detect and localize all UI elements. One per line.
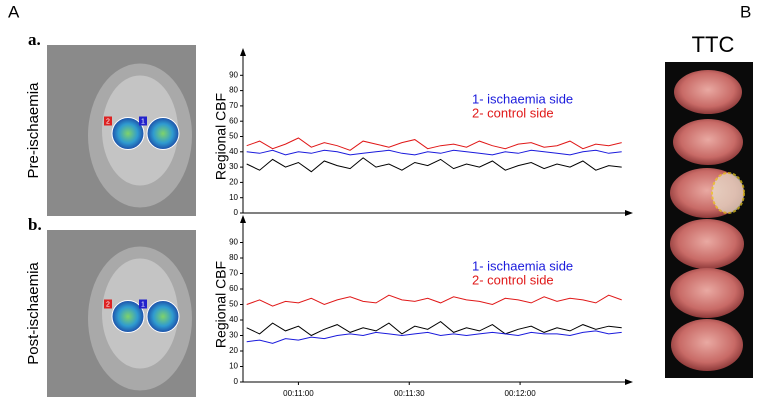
y-tick-label: 10 (229, 362, 238, 371)
y-tick-label: 60 (229, 116, 238, 125)
y-tick-label: 70 (229, 101, 238, 110)
y-tick-label: 40 (229, 315, 238, 324)
roi-tag (104, 116, 112, 126)
x-tick-label: 00:12:00 (505, 389, 537, 398)
ttc-label: TTC (692, 32, 735, 57)
roi-tag (139, 116, 147, 126)
y-tick-label: 60 (229, 284, 238, 293)
y-tick-label: 30 (229, 162, 238, 171)
x-tick-label: 00:11:00 (283, 389, 314, 398)
x-arrow (625, 210, 633, 216)
y-tick-label: 70 (229, 269, 238, 278)
y-tick-label: 30 (229, 331, 238, 340)
panel-label: B (740, 2, 751, 21)
roi (146, 300, 180, 333)
y-tick-label: 90 (229, 238, 238, 247)
series-line (246, 330, 622, 344)
y-arrow (240, 48, 246, 56)
image-label: Post-ischaemia (25, 262, 42, 365)
roi-tag (104, 299, 112, 309)
roi (146, 117, 180, 150)
roi-label: 1 (141, 118, 145, 125)
roi-label: 1 (141, 301, 145, 308)
series-line (246, 137, 622, 151)
y-tick-label: 10 (229, 193, 238, 202)
panel-sublabel: b. (28, 215, 42, 234)
legend-entry: 1- ischaemia side (472, 91, 573, 106)
x-tick-label: 00:11:30 (394, 389, 425, 398)
y-tick-label: 80 (229, 86, 238, 95)
ttc-image (665, 62, 753, 378)
y-tick-label: 40 (229, 147, 238, 156)
panel-label: A (8, 2, 20, 21)
roi (111, 117, 145, 150)
legend-entry: 2- control side (472, 272, 554, 287)
y-tick-label: 80 (229, 253, 238, 262)
y-axis-label: Regional CBF (213, 93, 229, 180)
roi-label: 2 (106, 118, 110, 125)
series-line (246, 157, 622, 173)
y-tick-label: 20 (229, 346, 238, 355)
x-arrow (625, 379, 633, 385)
y-tick-label: 50 (229, 132, 238, 141)
roi-tag (139, 299, 147, 309)
series-line (246, 149, 622, 156)
image-label: Pre-ischaemia (25, 82, 42, 179)
y-tick-label: 0 (234, 377, 239, 386)
roi-label: 2 (106, 301, 110, 308)
y-arrow (240, 215, 246, 223)
y-tick-label: 50 (229, 300, 238, 309)
y-axis-label: Regional CBF (213, 261, 229, 348)
legend-entry: 2- control side (472, 105, 554, 120)
series-line (246, 294, 622, 307)
y-tick-label: 90 (229, 70, 238, 79)
panel-sublabel: a. (28, 30, 41, 49)
y-tick-label: 0 (234, 208, 239, 217)
series-line (246, 320, 622, 337)
y-tick-label: 20 (229, 178, 238, 187)
roi (111, 300, 145, 333)
legend-entry: 1- ischaemia side (472, 258, 573, 273)
